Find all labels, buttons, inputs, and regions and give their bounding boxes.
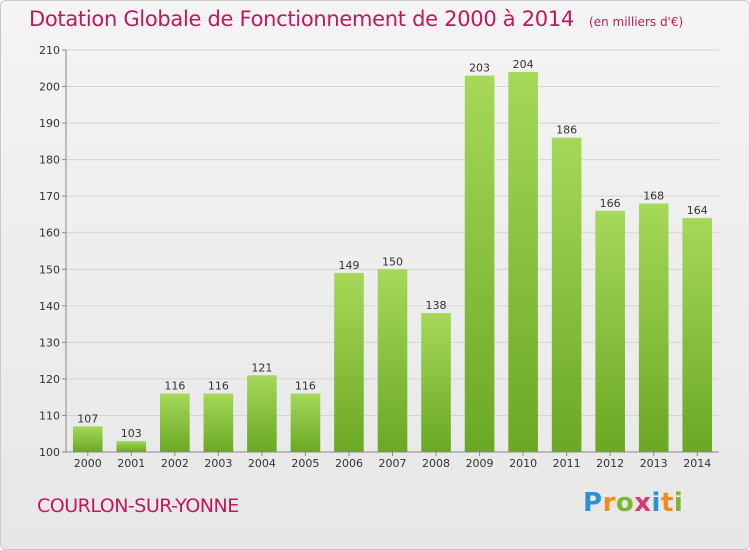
- bar: [508, 71, 538, 452]
- chart-title: Dotation Globale de Fonctionnement de 20…: [29, 7, 574, 31]
- y-tick-label: 130: [39, 336, 60, 349]
- y-tick-label: 180: [39, 154, 60, 167]
- data-label: 116: [295, 380, 316, 393]
- y-tick-label: 120: [39, 373, 60, 386]
- x-tick-label: 2008: [422, 457, 450, 470]
- x-tick-label: 2009: [466, 457, 494, 470]
- x-tick-label: 2004: [248, 457, 276, 470]
- y-tick-label: 110: [39, 409, 60, 422]
- y-tick-label: 200: [39, 81, 60, 94]
- data-label: 164: [687, 204, 708, 217]
- y-tick-label: 190: [39, 117, 60, 130]
- x-tick-label: 2011: [553, 457, 581, 470]
- bar: [334, 272, 364, 452]
- x-tick-label: 2002: [161, 457, 189, 470]
- bar: [551, 137, 582, 452]
- data-label: 138: [426, 299, 447, 312]
- x-tick-label: 2014: [683, 457, 711, 470]
- proxiti-logo: Proxiti: [583, 488, 684, 518]
- y-tick-label: 150: [39, 263, 60, 276]
- bar: [595, 210, 625, 452]
- data-label: 166: [600, 197, 621, 210]
- labels-layer: 107 103 116 116 121 116 149 150 138 203 204 186 166 1…: [77, 58, 707, 440]
- bar: [464, 75, 495, 452]
- x-tick-label: 2006: [335, 457, 363, 470]
- bar: [421, 313, 451, 452]
- data-label: 203: [469, 62, 490, 75]
- x-tick-label: 2005: [291, 457, 319, 470]
- data-label: 204: [513, 58, 534, 71]
- title-row: Dotation Globale de Fonctionnement de 20…: [29, 7, 683, 31]
- data-label: 103: [121, 427, 142, 440]
- x-tick-label: 2000: [74, 457, 102, 470]
- y-tick-label: 210: [39, 44, 60, 57]
- data-label: 116: [164, 380, 185, 393]
- data-label: 116: [208, 380, 229, 393]
- y-tick-label: 170: [39, 190, 60, 203]
- x-tick-label: 2003: [204, 457, 232, 470]
- x-tick-label: 2012: [596, 457, 624, 470]
- bar: [638, 203, 669, 452]
- bar: [682, 218, 713, 452]
- chart-unit: (en milliers d'€): [589, 15, 684, 29]
- y-tick-label: 160: [39, 227, 60, 240]
- x-tick-label: 2013: [640, 457, 668, 470]
- bar: [377, 269, 408, 452]
- bar: [160, 393, 190, 452]
- bar: [203, 393, 234, 452]
- y-tick-label: 100: [39, 446, 60, 459]
- x-tick-label: 2010: [509, 457, 537, 470]
- x-tick-label: 2001: [117, 457, 145, 470]
- bar: [116, 441, 147, 452]
- bar: [290, 393, 321, 452]
- bar: [247, 375, 277, 452]
- data-label: 168: [643, 189, 664, 202]
- bar: [72, 426, 103, 452]
- data-label: 150: [382, 255, 403, 268]
- data-label: 186: [556, 124, 577, 137]
- data-label: 149: [338, 259, 359, 272]
- x-tick-label: 2007: [379, 457, 407, 470]
- commune-name: COURLON-SUR-YONNE: [37, 495, 239, 517]
- data-label: 121: [251, 361, 272, 374]
- data-label: 107: [77, 412, 98, 425]
- y-tick-label: 140: [39, 300, 60, 313]
- bars-layer: [72, 71, 713, 452]
- axis-layer: 100 110 120 130 140 150 160 170 180 190 200 210 2000…: [39, 44, 719, 470]
